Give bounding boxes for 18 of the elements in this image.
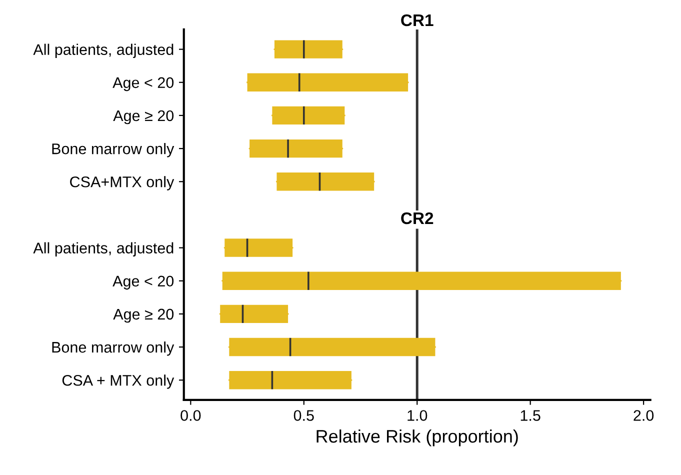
y-tick-label: Bone marrow only (52, 143, 174, 158)
y-tick-label: CSA + MTX only (62, 374, 174, 389)
x-tick-label: 0.5 (294, 410, 314, 421)
y-tick-label: Age < 20 (112, 77, 174, 92)
x-tick-label: 1.0 (408, 410, 428, 421)
y-tick-label: Bone marrow only (52, 341, 174, 356)
y-tick-label: All patients, adjusted (33, 44, 174, 58)
y-tick-label: Age < 20 (112, 276, 174, 290)
y-tick-label: CSA+MTX only (70, 176, 174, 190)
annotation: CR2 (401, 212, 434, 224)
y-tick-label: Age ≥ 20 (113, 308, 174, 323)
x-axis-title: Relative Risk (proportion) (316, 429, 518, 446)
y-tick-label: All patients, adjusted (33, 242, 174, 256)
x-tick-label: 2.0 (634, 410, 654, 421)
chart-title: CR1 (401, 14, 434, 26)
x-tick-label: 0.0 (180, 410, 201, 421)
x-tick-label: 1.5 (520, 410, 540, 421)
y-tick-label: Age ≥ 20 (113, 110, 174, 124)
